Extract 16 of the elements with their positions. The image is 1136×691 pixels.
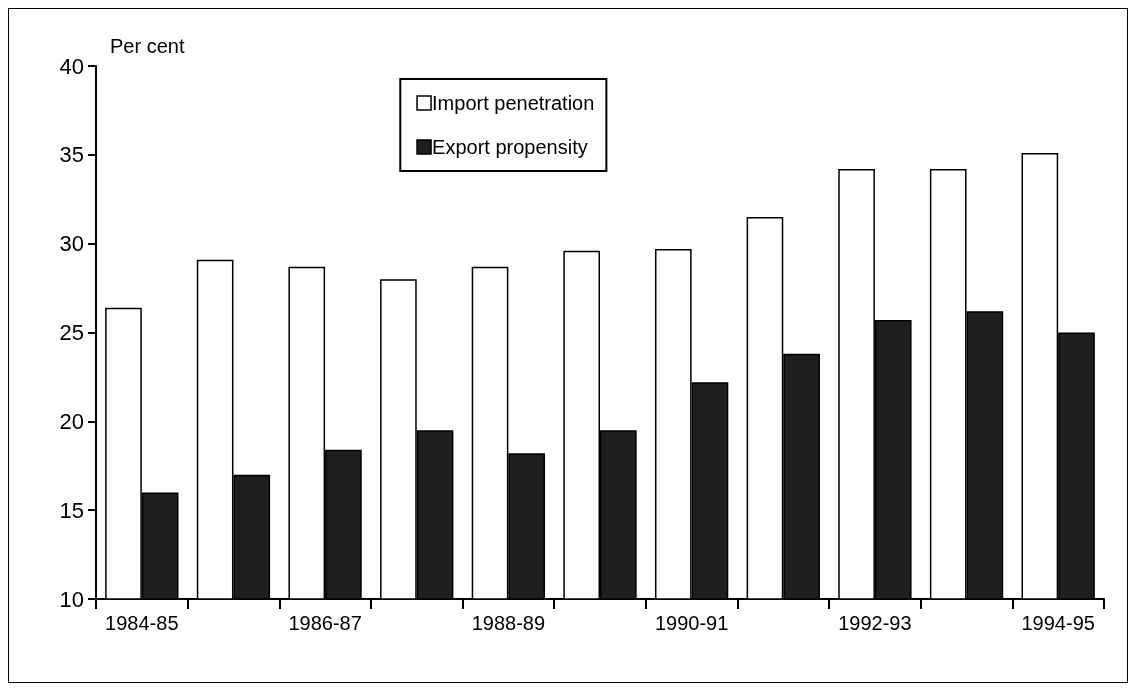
y-tick-label: 35	[59, 142, 84, 168]
y-tick-label: 10	[59, 586, 84, 612]
x-tick-label: 1984-85	[105, 612, 179, 634]
legend-label: Export propensity	[432, 136, 588, 158]
x-tick-label: 1986-87	[288, 612, 362, 634]
y-tick-label: 30	[59, 231, 84, 257]
y-tick-label: 40	[59, 53, 84, 79]
x-tick-label: 1992-93	[838, 612, 912, 634]
x-tick-label: 1988-89	[471, 612, 546, 634]
y-tick-label: 15	[59, 497, 84, 523]
x-tick-label: 1990-91	[654, 612, 729, 634]
y-tick-label: 20	[59, 408, 84, 434]
y-tick-label: 25	[59, 320, 84, 345]
x-tick-label: 1994-95	[1021, 612, 1095, 634]
y-axis-title: Per cent	[110, 35, 185, 57]
legend-label: Import penetration	[432, 92, 595, 114]
